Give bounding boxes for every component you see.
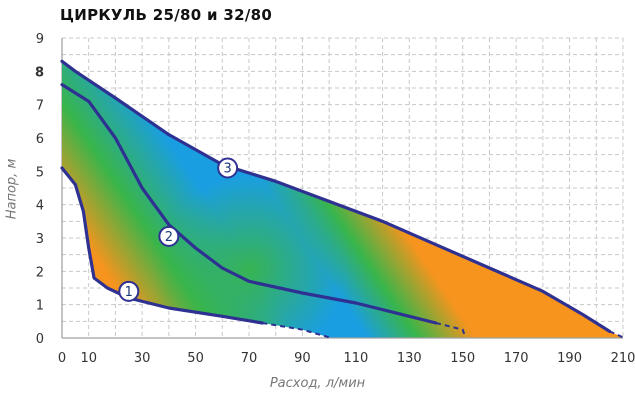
pump-curve-extension-3 (609, 330, 624, 339)
y-tick-label: 2 (36, 265, 44, 280)
x-axis-label: Расход, л/мин (269, 376, 366, 391)
y-tick-label: 6 (36, 132, 44, 147)
x-tick-label: 150 (450, 351, 475, 366)
pump-curve-extension-2 (435, 322, 467, 338)
x-tick-label: 70 (241, 351, 258, 366)
y-tick-label: 0 (36, 332, 44, 347)
curve-label-1: 1 (125, 285, 133, 300)
x-tick-label: 170 (504, 351, 529, 366)
y-tick-label: 7 (36, 99, 44, 114)
curve-label-circle-2 (158, 225, 180, 247)
curve-label-circle-3 (217, 157, 239, 179)
y-tick-label: 1 (36, 299, 44, 314)
y-tick-label: 8 (35, 65, 44, 80)
working-zone-glow (62, 61, 623, 338)
x-tick-label: 110 (343, 351, 368, 366)
x-tick-label: 190 (557, 351, 582, 366)
x-tick-label: 0 (58, 351, 66, 366)
curve-label-circle-1 (118, 280, 140, 302)
curve-label-3: 3 (223, 162, 231, 177)
x-tick-label: 210 (611, 351, 635, 366)
chart-title: ЦИРКУЛЬ 25/80 и 32/80 (60, 6, 273, 24)
pump-curve-1 (60, 166, 264, 325)
y-tick-label: 9 (36, 32, 44, 47)
x-tick-label: 30 (134, 351, 151, 366)
x-tick-label: 50 (187, 351, 204, 366)
x-tick-label: 10 (80, 351, 97, 366)
pump-curve-2 (60, 83, 438, 325)
curve-label-2: 2 (165, 230, 173, 245)
x-tick-label: 130 (397, 351, 422, 366)
y-tick-label: 5 (36, 165, 44, 180)
pump-curve-extension-1 (262, 322, 330, 339)
pump-curve-3 (60, 59, 612, 333)
x-tick-label: 90 (294, 351, 311, 366)
y-tick-label: 3 (36, 232, 44, 247)
y-tick-label: 4 (36, 199, 44, 214)
